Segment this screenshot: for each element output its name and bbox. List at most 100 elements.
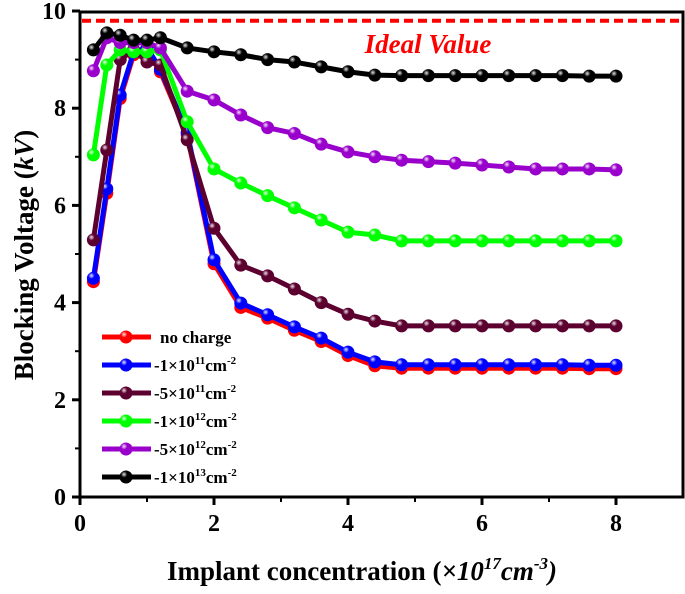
data-point-highlight: [140, 45, 154, 59]
data-point-highlight: [609, 163, 623, 177]
data-point-highlight: [448, 69, 462, 83]
data-point-highlight: [261, 189, 275, 203]
data-point-highlight: [475, 158, 489, 172]
data-point-highlight: [100, 26, 114, 40]
x-tick-label: 2: [208, 511, 220, 537]
data-point-highlight: [207, 221, 221, 235]
data-point-highlight: [582, 319, 596, 333]
data-point-highlight: [502, 234, 516, 248]
data-point-highlight: [555, 162, 569, 176]
legend-label: -5×1011cm-2: [154, 383, 237, 403]
data-point-highlight: [609, 358, 623, 372]
legend-marker-highlight: [119, 442, 133, 456]
data-point-highlight: [153, 41, 167, 55]
data-point-highlight: [86, 148, 100, 162]
legend-marker-highlight: [119, 414, 133, 428]
data-point-highlight: [341, 225, 355, 239]
data-point-highlight: [448, 319, 462, 333]
data-point-highlight: [261, 121, 275, 135]
ideal-value-label: Ideal Value: [364, 29, 492, 59]
data-point-highlight: [153, 31, 167, 45]
data-point-highlight: [207, 253, 221, 267]
data-point-highlight: [448, 358, 462, 372]
x-tick-label: 4: [342, 511, 354, 537]
legend-item: -5×1012cm-2: [102, 439, 237, 459]
data-point-highlight: [529, 319, 543, 333]
data-point-highlight: [555, 358, 569, 372]
data-point-highlight: [287, 55, 301, 69]
data-point-highlight: [609, 69, 623, 83]
data-point-highlight: [555, 234, 569, 248]
x-tick-label: 0: [74, 511, 86, 537]
legend-marker-highlight: [119, 386, 133, 400]
data-point-highlight: [341, 345, 355, 359]
legend-label: no charge: [160, 328, 232, 347]
data-point-highlight: [207, 45, 221, 59]
series-5: [86, 26, 623, 83]
data-point-highlight: [448, 234, 462, 248]
data-point-highlight: [421, 234, 435, 248]
data-point-highlight: [529, 162, 543, 176]
data-point-highlight: [582, 69, 596, 83]
data-point-highlight: [261, 308, 275, 322]
legend-marker-highlight: [119, 470, 133, 484]
data-point-highlight: [314, 331, 328, 345]
data-point-highlight: [555, 69, 569, 83]
data-point-highlight: [421, 358, 435, 372]
data-point-highlight: [368, 228, 382, 242]
data-point-highlight: [368, 314, 382, 328]
data-point-highlight: [475, 234, 489, 248]
data-point-highlight: [314, 137, 328, 151]
data-point-highlight: [395, 234, 409, 248]
data-point-highlight: [180, 133, 194, 147]
data-point-highlight: [555, 319, 569, 333]
data-point-highlight: [368, 150, 382, 164]
data-point-highlight: [234, 176, 248, 190]
legend-label: -5×1012cm-2: [154, 439, 237, 459]
legend-item: no charge: [102, 328, 232, 347]
data-point-highlight: [368, 355, 382, 369]
data-point-highlight: [502, 160, 516, 174]
data-point-highlight: [234, 108, 248, 122]
data-point-highlight: [180, 41, 194, 55]
legend-item: -5×1011cm-2: [102, 383, 237, 403]
data-point-highlight: [287, 320, 301, 334]
data-point-highlight: [261, 53, 275, 67]
data-point-highlight: [127, 33, 141, 47]
data-point-highlight: [341, 145, 355, 159]
data-point-highlight: [127, 45, 141, 59]
y-tick-label: 8: [54, 96, 66, 122]
legend-label: -1×1011cm-2: [154, 355, 237, 375]
data-point-highlight: [421, 155, 435, 169]
data-point-highlight: [180, 115, 194, 129]
data-point-highlight: [395, 69, 409, 83]
data-point-highlight: [395, 319, 409, 333]
data-point-highlight: [421, 69, 435, 83]
data-point-highlight: [368, 68, 382, 82]
data-point-highlight: [395, 358, 409, 372]
data-point-highlight: [287, 282, 301, 296]
series-4: [86, 31, 623, 177]
data-point-highlight: [207, 93, 221, 107]
legend-item: -1×1011cm-2: [102, 355, 237, 375]
data-point-highlight: [582, 234, 596, 248]
data-point-highlight: [140, 55, 154, 69]
y-tick-label: 10: [42, 0, 66, 25]
data-point-highlight: [100, 58, 114, 72]
data-point-highlight: [287, 201, 301, 215]
data-point-highlight: [234, 258, 248, 272]
legend-item: -1×1013cm-2: [102, 467, 237, 487]
data-point-highlight: [475, 358, 489, 372]
data-point-highlight: [113, 28, 127, 42]
data-point-highlight: [502, 358, 516, 372]
data-point-highlight: [140, 33, 154, 47]
x-tick-label: 6: [476, 511, 488, 537]
data-point-highlight: [448, 156, 462, 170]
data-point-highlight: [86, 233, 100, 247]
data-point-highlight: [341, 65, 355, 79]
data-point-highlight: [86, 271, 100, 285]
data-point-highlight: [395, 153, 409, 167]
data-point-highlight: [207, 162, 221, 176]
y-tick-label: 4: [54, 291, 66, 317]
data-point-highlight: [314, 213, 328, 227]
